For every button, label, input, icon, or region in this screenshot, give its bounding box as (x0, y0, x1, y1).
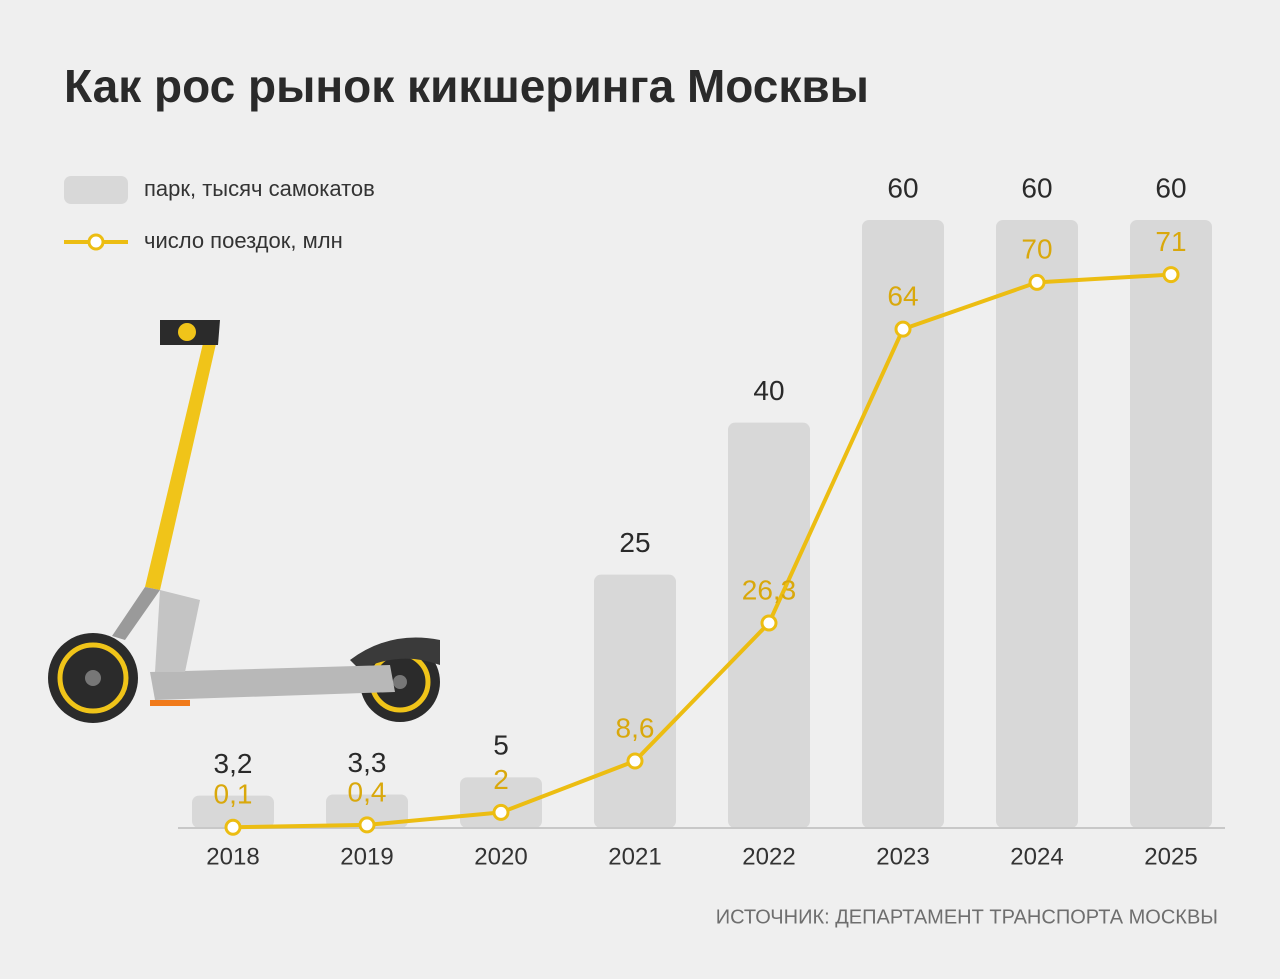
x-tick-label: 2020 (474, 843, 527, 870)
bar (192, 795, 274, 828)
line-value-label: 71 (1155, 226, 1186, 257)
line-point (1162, 266, 1180, 284)
bar-value-label: 3,2 (214, 748, 253, 779)
bar-value-label: 60 (1155, 172, 1186, 203)
bar-value-label: 60 (1021, 172, 1052, 203)
bar (1130, 220, 1212, 828)
line-point (492, 803, 510, 821)
legend-swatch (64, 176, 128, 204)
source-note: ИСТОЧНИК: ДЕПАРТАМЕНТ ТРАНСПОРТА МОСКВЫ (716, 906, 1218, 928)
legend-label: число поездок, млн (144, 228, 343, 253)
x-tick-label: 2019 (340, 843, 393, 870)
x-tick-label: 2018 (206, 843, 259, 870)
line-value-label: 70 (1021, 234, 1052, 265)
line-point (224, 818, 242, 836)
x-tick-label: 2025 (1144, 843, 1197, 870)
legend-swatch (87, 233, 105, 251)
scooter-illustration (48, 320, 440, 723)
bar (996, 220, 1078, 828)
line-value-label: 64 (887, 281, 918, 312)
line-value-label: 2 (493, 764, 509, 795)
line-point (626, 752, 644, 770)
legend: парк, тысяч самокатов число поездок, млн (64, 176, 375, 253)
line (232, 272, 1172, 830)
x-tick-label: 2022 (742, 843, 795, 870)
legend-label: парк, тысяч самокатов (144, 176, 375, 201)
bar-value-label: 40 (753, 375, 784, 406)
x-tick-label: 2021 (608, 843, 661, 870)
line-value-label: 8,6 (616, 712, 655, 743)
line-point (1028, 273, 1046, 291)
line-point (894, 320, 912, 338)
bar (326, 794, 408, 828)
line-value-label: 0,1 (214, 779, 253, 810)
bar-value-label: 5 (493, 730, 509, 761)
line-point (760, 614, 778, 632)
line-value-label: 0,4 (348, 776, 387, 807)
x-tick-label: 2023 (876, 843, 929, 870)
bar (594, 574, 676, 828)
bar-value-label: 3,3 (348, 747, 387, 778)
bar-value-label: 25 (619, 527, 650, 558)
line-point (358, 816, 376, 834)
x-tick-label: 2024 (1010, 843, 1063, 870)
chart-title: Как рос рынок кикшеринга Москвы (64, 60, 869, 112)
line-value-label: 26,3 (742, 574, 797, 605)
bar-value-label: 60 (887, 172, 918, 203)
plot-area: 3,2 3,3 5 25 40 60 60 60 0,1 0,4 2 8,6 26,3 64 70 71 201… (178, 172, 1225, 870)
